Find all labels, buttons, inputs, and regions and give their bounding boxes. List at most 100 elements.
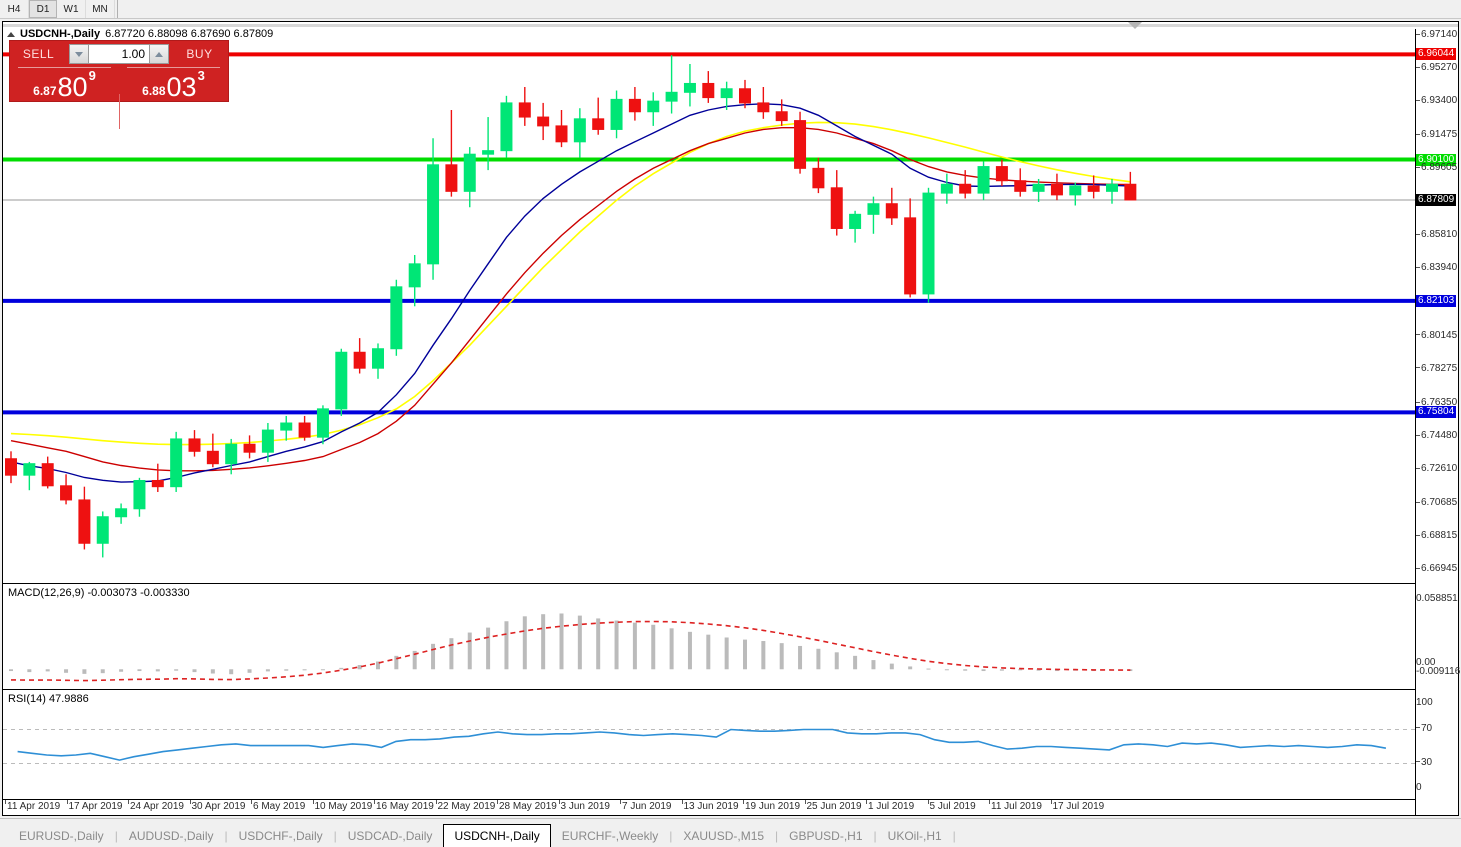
rsi-pane[interactable]: RSI(14) 47.9886 xyxy=(3,689,1415,815)
candlestick xyxy=(225,438,238,475)
price-pane[interactable] xyxy=(3,29,1415,581)
candlestick xyxy=(867,196,880,234)
macd-histogram-bar xyxy=(504,621,509,670)
tick-mark xyxy=(1416,134,1420,136)
chart-tab-audusd[interactable]: AUDUSD-,Daily xyxy=(128,829,214,843)
candlestick xyxy=(849,210,862,243)
price-tick-label: 6.68815 xyxy=(1421,529,1458,541)
chart-horizontal-scrollbar[interactable] xyxy=(3,22,1458,29)
chart-tab-usdchf[interactable]: USDCHF-,Daily xyxy=(238,829,323,843)
lot-decrease-button[interactable] xyxy=(69,44,89,64)
price-chart-svg xyxy=(3,52,1415,558)
date-tick xyxy=(927,800,929,804)
macd-histogram-bar xyxy=(816,648,821,670)
price-tick-label: 6.91475 xyxy=(1421,129,1458,141)
chart-window[interactable]: MACD(12,26,9) -0.003073 -0.003330 RSI(14… xyxy=(2,21,1460,816)
macd-histogram-bar xyxy=(779,643,784,670)
chart-tab-ukoil[interactable]: UKOil-,H1 xyxy=(887,829,942,843)
macd-histogram-bar xyxy=(908,666,913,670)
chart-tab-bar[interactable]: EURUSD-,Daily | AUDUSD-,Daily | USDCHF-,Dail… xyxy=(0,818,1461,847)
price-tick-label: 6.96044 xyxy=(1416,48,1457,61)
date-tick xyxy=(189,800,191,804)
chart-drag-marker-icon[interactable] xyxy=(1128,22,1142,29)
symbol-name: USDCNH-,Daily xyxy=(20,28,101,40)
sell-big-figure: 6.87 xyxy=(33,84,57,98)
candlestick xyxy=(1087,175,1100,199)
macd-histogram-bar xyxy=(1036,669,1041,671)
period-button-d1[interactable]: D1 xyxy=(29,0,57,18)
lot-size-input[interactable]: 1.00 xyxy=(89,44,149,64)
tick-mark xyxy=(1416,567,1420,569)
macd-histogram-bar xyxy=(265,669,270,672)
period-button-w1[interactable]: W1 xyxy=(57,0,86,18)
macd-histogram-bar xyxy=(467,632,472,670)
buy-price-quote[interactable]: 6.88 03 3 xyxy=(119,67,228,103)
tick-mark xyxy=(1416,100,1420,101)
candlestick xyxy=(1014,168,1027,197)
chart-collapse-icon[interactable] xyxy=(7,31,15,37)
lot-increase-button[interactable] xyxy=(149,44,169,64)
price-tick: 6.78275 xyxy=(1416,363,1459,375)
date-tick xyxy=(681,800,683,804)
macd-chart-svg xyxy=(9,613,1133,682)
chart-tab-usdcad[interactable]: USDCAD-,Daily xyxy=(347,829,433,843)
macd-histogram-bar xyxy=(743,639,747,670)
price-tick: 6.76350 xyxy=(1416,397,1459,409)
candlestick xyxy=(261,423,274,462)
tab-separator: | xyxy=(224,829,228,843)
chevron-up-icon xyxy=(155,51,163,57)
candlestick xyxy=(78,486,91,550)
candlestick xyxy=(445,109,458,197)
macd-histogram-bar xyxy=(192,669,197,673)
candlestick xyxy=(1124,171,1137,201)
chart-tab-usdcnh[interactable]: USDCNH-,Daily xyxy=(443,824,551,847)
period-button-h4[interactable]: H4 xyxy=(0,0,29,18)
date-tick xyxy=(497,800,498,804)
macd-histogram-bar xyxy=(45,669,50,672)
date-label: 3 Jun 2019 xyxy=(560,801,611,812)
one-click-trading-panel[interactable]: SELL 1.00 BUY 6.87 80 9 xyxy=(9,40,229,129)
price-tick-label: 6.70685 xyxy=(1421,496,1458,508)
price-tick: 6.74480 xyxy=(1416,430,1459,442)
date-tick xyxy=(312,800,314,804)
tick-mark xyxy=(1416,534,1420,536)
scrollbar-track[interactable] xyxy=(3,24,1458,27)
buy-button[interactable]: BUY xyxy=(186,47,213,61)
price-tick-label: 6.74480 xyxy=(1421,429,1458,441)
macd-histogram-bar xyxy=(669,628,674,670)
tick-mark xyxy=(1416,467,1420,469)
macd-histogram-bar xyxy=(412,650,417,670)
price-tick-label: 6.90100 xyxy=(1416,153,1457,166)
sell-pips: 80 xyxy=(57,72,88,102)
macd-histogram-bar xyxy=(577,615,582,670)
macd-signal-line xyxy=(10,620,1131,682)
sell-price-quote[interactable]: 6.87 80 9 xyxy=(10,67,119,103)
chart-tab-eurchf[interactable]: EURCHF-,Weekly xyxy=(561,829,659,843)
price-axis[interactable]: 6.97140 6.96044 6.95270 6.93400 6.91475 6.901… xyxy=(1415,29,1460,815)
chart-tab-xauusd[interactable]: XAUUSD-,M15 xyxy=(683,829,765,843)
candlestick xyxy=(5,451,17,484)
period-button-mn[interactable]: MN xyxy=(86,0,115,18)
macd-histogram-bar xyxy=(853,655,858,670)
chart-symbol-header: USDCNH-,Daily 6.87720 6.88098 6.87690 6.… xyxy=(7,28,273,40)
candlestick xyxy=(683,64,696,107)
candlestick xyxy=(665,55,678,114)
sell-button[interactable]: SELL xyxy=(22,47,55,61)
macd-histogram-bar xyxy=(834,652,839,670)
lot-size-stepper[interactable]: 1.00 xyxy=(69,44,169,64)
chart-tab-eurusd[interactable]: EURUSD-,Daily xyxy=(19,829,104,843)
date-tick xyxy=(374,800,375,804)
price-tick-label: 6.93400 xyxy=(1421,95,1458,107)
candlestick xyxy=(372,343,384,379)
date-label: 19 Jun 2019 xyxy=(745,801,801,812)
price-tick-label: 6.85810 xyxy=(1421,229,1458,241)
chart-tab-gbpusd[interactable]: GBPUSD-,H1 xyxy=(789,829,863,843)
date-tick xyxy=(66,800,68,804)
price-tick: 6.75804 xyxy=(1416,406,1459,419)
rsi-chart-svg xyxy=(3,728,1415,764)
candlestick xyxy=(23,461,36,491)
price-tick: 6.91475 xyxy=(1416,129,1459,141)
tick-mark xyxy=(1416,33,1420,35)
macd-pane[interactable]: MACD(12,26,9) -0.003073 -0.003330 xyxy=(3,583,1415,687)
candlestick xyxy=(959,170,972,199)
